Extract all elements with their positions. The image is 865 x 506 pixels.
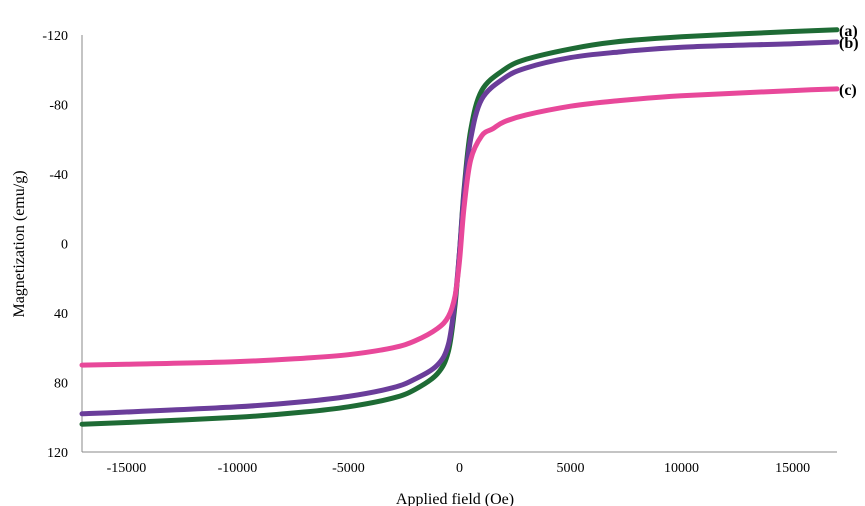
y-tick-label: -120 (42, 29, 68, 44)
y-tick-label: -80 (49, 99, 68, 114)
series-label-c: (c) (839, 82, 857, 99)
axes (81, 35, 837, 453)
x-tick-label: 5000 (557, 461, 585, 476)
x-tick-label: 10000 (664, 461, 699, 476)
x-tick-label: -15000 (107, 461, 147, 476)
y-tick-label: 120 (47, 446, 68, 461)
series-line-b (79, 39, 840, 417)
x-tick-label: 15000 (775, 461, 810, 476)
y-tick-label: 0 (61, 238, 68, 253)
series-line-c (79, 86, 840, 368)
series-layer (79, 27, 840, 427)
y-tick-label: -40 (49, 168, 68, 183)
series-labels: (a)(b) (c) (839, 23, 859, 99)
y-tick-label: 80 (54, 377, 68, 392)
x-tick-label: 0 (456, 461, 463, 476)
y-tick-label: 40 (54, 307, 68, 322)
x-axis-title: Applied field (Oe) (396, 491, 514, 506)
series-label-a: (a) (839, 23, 858, 40)
ticks: -15000 -10000 -5000 0 5000 10000 15000 -120 -80 -… (42, 29, 810, 476)
series-label-b: (b) (839, 35, 859, 52)
x-tick-label: -5000 (332, 461, 365, 476)
x-tick-label: -10000 (218, 461, 258, 476)
y-axis-title: Magnetization (emu/g) (11, 170, 28, 317)
